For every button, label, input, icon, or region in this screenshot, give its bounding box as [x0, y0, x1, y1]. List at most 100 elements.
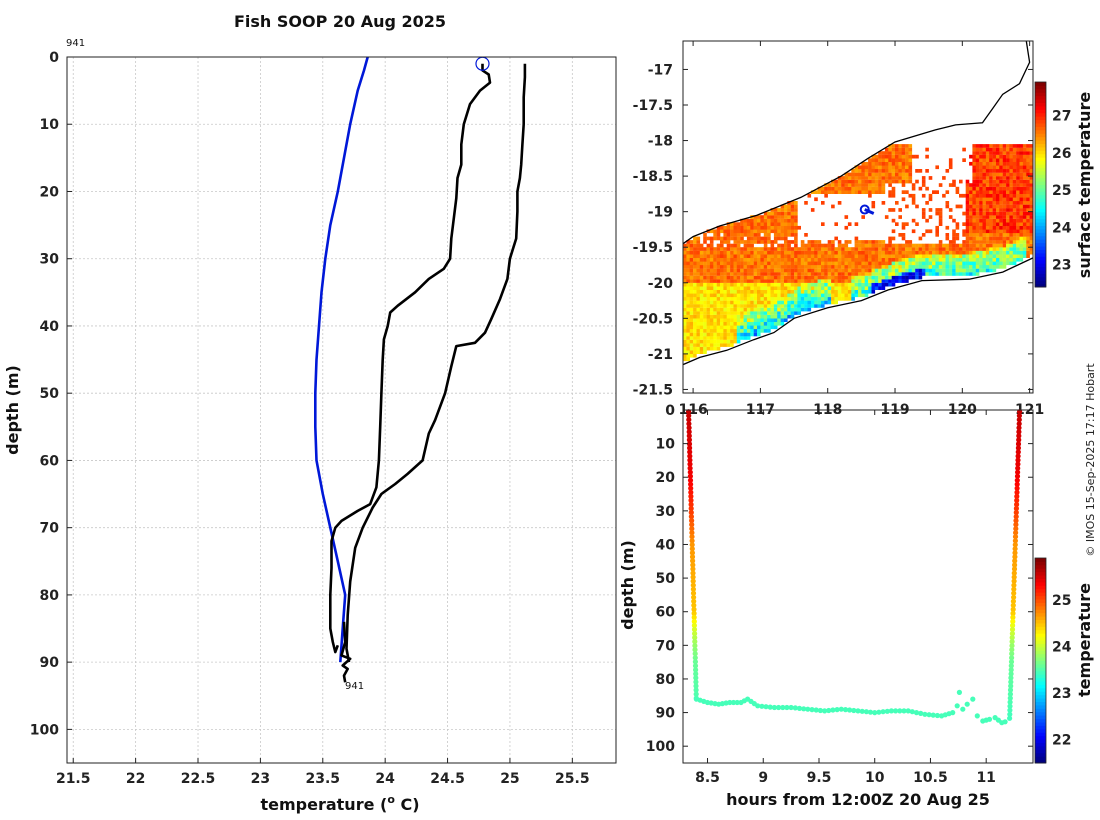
map-cell [1009, 176, 1013, 180]
map-cell [834, 272, 838, 276]
map-cell [851, 176, 855, 180]
map-cell [975, 265, 980, 269]
map-cell [1009, 169, 1013, 173]
map-cell [720, 311, 724, 315]
map-cell [1012, 261, 1017, 266]
map-cell [683, 257, 687, 262]
map-cell [804, 257, 808, 262]
map-cell [709, 289, 714, 294]
map-cell [1002, 161, 1007, 166]
map-cell [794, 243, 798, 248]
map-cell [969, 268, 973, 273]
map-cell [696, 268, 701, 273]
map-colorbar-frame [1034, 81, 1047, 288]
map-cell [787, 211, 791, 216]
map-cell [730, 229, 734, 234]
map-cell [841, 257, 845, 262]
map-cell [683, 346, 687, 351]
map-cell [723, 293, 727, 298]
section-colorbar-segment [1035, 701, 1046, 706]
map-cell [921, 272, 926, 276]
map-cell [784, 275, 788, 280]
section-point [1016, 433, 1022, 439]
map-cell [985, 233, 990, 237]
map-cell [797, 304, 801, 308]
map-cell [962, 222, 966, 226]
map-cell [746, 229, 751, 234]
section-colorbar-segment [1035, 742, 1046, 747]
map-cell [723, 247, 727, 251]
map-cell [787, 247, 791, 251]
map-cell [763, 314, 768, 319]
map-cell [706, 343, 711, 347]
map-cell [733, 268, 738, 273]
map-cell [790, 307, 795, 312]
map-cell [794, 272, 798, 276]
map-cell [770, 243, 775, 248]
map-cell [979, 158, 983, 162]
map-cell [955, 257, 960, 262]
map-cell [1026, 240, 1030, 244]
map-cell [723, 321, 727, 326]
map-cell [901, 236, 906, 241]
map-cell [868, 272, 872, 276]
map-cell [915, 243, 919, 248]
map-cell [851, 282, 855, 287]
section-colorbar-segment [1035, 561, 1046, 566]
map-cell [827, 257, 832, 262]
section-colorbar-segment [1035, 752, 1046, 757]
map-cell [709, 236, 714, 241]
map-cell [713, 247, 717, 251]
map-cell [777, 261, 781, 266]
map-cell [1006, 161, 1010, 166]
section-point [1016, 417, 1022, 423]
map-cell [1012, 233, 1017, 237]
map-cell [706, 268, 711, 273]
map-cell [763, 318, 768, 322]
map-cell [965, 211, 970, 216]
map-cell [780, 229, 785, 234]
map-cell [1022, 183, 1027, 187]
section-point [690, 558, 696, 564]
map-colorbar-segment [1035, 109, 1046, 114]
map-cell [760, 304, 764, 308]
map-cell [908, 247, 913, 251]
map-cell [1019, 161, 1024, 166]
map-cell [777, 304, 781, 308]
section-point [1007, 695, 1013, 701]
map-cell [733, 286, 738, 290]
map-cell [1022, 165, 1027, 170]
map-cell [1029, 161, 1033, 166]
section-point [784, 704, 790, 711]
map-cell [969, 201, 973, 205]
map-cell [1009, 204, 1013, 209]
map-cell [807, 250, 812, 255]
map-cell [854, 289, 859, 294]
map-cell [780, 233, 785, 237]
map-cell [716, 243, 721, 248]
map-cell [753, 325, 758, 330]
map-cell [864, 176, 869, 180]
map-cell [733, 229, 738, 234]
map-cell [965, 272, 970, 276]
map-cell [794, 257, 798, 262]
map-cell [1029, 144, 1033, 148]
map-cell [817, 247, 822, 251]
map-cell [683, 254, 687, 258]
map-cell [996, 183, 1000, 187]
map-cell [760, 321, 764, 326]
map-cell [874, 257, 879, 262]
map-cell [975, 250, 980, 255]
map-cell [1022, 233, 1027, 237]
map-cell [868, 261, 872, 266]
map-cell [928, 176, 933, 180]
map-colorbar-segment [1035, 102, 1046, 107]
map-cell [827, 250, 832, 255]
map-cell [686, 357, 690, 362]
map-cell [908, 272, 913, 276]
map-cell [787, 222, 791, 226]
map-cell [868, 254, 872, 258]
map-cell [730, 304, 734, 308]
map-cell [948, 183, 953, 187]
